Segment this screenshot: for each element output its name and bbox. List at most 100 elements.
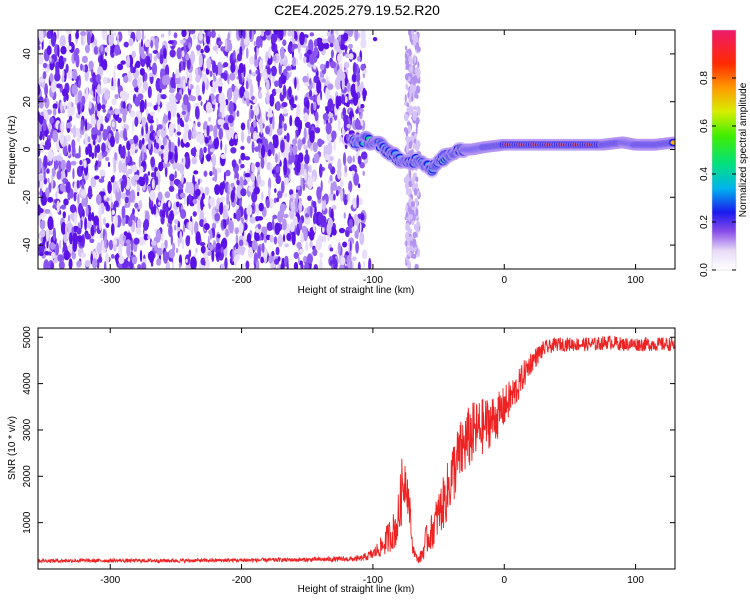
noise-blob bbox=[283, 30, 287, 37]
noise-blob bbox=[347, 155, 353, 164]
noise-blob bbox=[69, 214, 74, 219]
noise-blob bbox=[256, 232, 260, 242]
noise-blob bbox=[141, 137, 145, 145]
noise-blob bbox=[43, 259, 50, 269]
snr-axes: -300 -200 -100 0 100 1000 2000 3000 4000 5000 bbox=[22, 326, 675, 586]
noise-blob bbox=[59, 239, 62, 250]
noise-blob bbox=[68, 258, 73, 269]
noise-blob bbox=[93, 86, 96, 99]
noise-blob bbox=[52, 227, 57, 242]
noise-blob bbox=[229, 72, 236, 81]
noise-blob bbox=[243, 231, 247, 245]
noise-blob bbox=[302, 255, 307, 263]
noise-blob bbox=[300, 232, 305, 244]
noise-blob bbox=[155, 117, 159, 127]
noise-blob bbox=[304, 153, 310, 165]
noise-blob bbox=[265, 79, 270, 92]
noise-blob bbox=[280, 203, 287, 212]
noise-blob bbox=[138, 178, 146, 187]
noise-blob bbox=[335, 190, 339, 197]
noise-blob bbox=[198, 53, 203, 68]
noise-blob bbox=[329, 174, 333, 182]
noise-blob bbox=[179, 39, 186, 44]
noise-blob bbox=[232, 245, 235, 258]
noise-blob bbox=[309, 95, 315, 101]
noise-blob bbox=[149, 190, 156, 201]
noise-blob bbox=[356, 124, 363, 130]
spectrogram-plot-area bbox=[31, 30, 675, 269]
noise-blob bbox=[55, 66, 60, 79]
noise-blob bbox=[174, 77, 180, 85]
noise-blob bbox=[61, 75, 65, 83]
noise-blob bbox=[298, 200, 303, 213]
noise-blob bbox=[238, 222, 244, 235]
noise-blob bbox=[363, 30, 366, 42]
noise-blob bbox=[282, 69, 288, 76]
noise-blob bbox=[59, 34, 66, 48]
noise-blob bbox=[413, 138, 417, 144]
noise-blob bbox=[174, 224, 177, 231]
x-tick-label: -200 bbox=[232, 575, 252, 586]
x-tick-label: -100 bbox=[363, 275, 383, 286]
noise-blob bbox=[75, 31, 79, 40]
noise-blob bbox=[76, 260, 82, 268]
noise-blob bbox=[95, 160, 98, 167]
noise-blob bbox=[231, 159, 237, 168]
noise-blob bbox=[73, 191, 77, 202]
x-tick-label: -200 bbox=[232, 275, 252, 286]
noise-blob bbox=[356, 194, 360, 209]
noise-blob bbox=[256, 259, 260, 269]
noise-blob bbox=[211, 60, 217, 74]
noise-blob bbox=[185, 53, 190, 61]
noise-blob bbox=[71, 139, 76, 150]
noise-blob bbox=[168, 30, 171, 37]
y-tick-label: -20 bbox=[22, 190, 33, 205]
noise-blob bbox=[98, 178, 105, 183]
noise-blob bbox=[174, 170, 177, 179]
noise-blob bbox=[65, 30, 72, 35]
noise-blob bbox=[211, 222, 217, 230]
noise-blob bbox=[213, 75, 217, 82]
noise-blob bbox=[324, 153, 330, 161]
noise-blob bbox=[354, 168, 358, 173]
noise-blob bbox=[296, 185, 301, 191]
noise-blob bbox=[43, 98, 47, 103]
x-tick-label: 0 bbox=[501, 575, 507, 586]
noise-blob bbox=[303, 168, 307, 181]
noise-blob bbox=[168, 185, 175, 192]
noise-blob bbox=[230, 147, 237, 154]
noise-blob bbox=[86, 220, 92, 229]
noise-blob bbox=[368, 257, 372, 269]
noise-blob bbox=[226, 88, 233, 101]
noise-blob bbox=[56, 200, 60, 213]
noise-blob bbox=[56, 186, 59, 195]
noise-blob bbox=[330, 33, 335, 44]
noise-blob bbox=[195, 231, 201, 245]
noise-blob bbox=[51, 174, 54, 189]
noise-blob bbox=[114, 108, 120, 115]
noise-blob bbox=[267, 149, 272, 157]
noise-blob bbox=[408, 236, 413, 241]
noise-blob bbox=[63, 101, 66, 111]
noise-blob bbox=[185, 181, 190, 192]
noise-blob bbox=[195, 84, 200, 98]
noise-blob bbox=[238, 76, 243, 85]
noise-blob bbox=[71, 102, 74, 108]
noise-blob bbox=[279, 161, 282, 167]
noise-blob bbox=[139, 249, 143, 262]
noise-blob bbox=[412, 112, 418, 121]
noise-blob bbox=[246, 135, 252, 144]
noise-blob bbox=[258, 202, 264, 212]
noise-blob bbox=[348, 99, 354, 104]
noise-blob bbox=[118, 243, 123, 258]
noise-blob bbox=[347, 30, 354, 37]
noise-blob bbox=[200, 48, 204, 54]
noise-blob bbox=[352, 155, 355, 163]
noise-blob bbox=[415, 85, 421, 94]
noise-blob bbox=[313, 46, 319, 57]
noise-blob bbox=[327, 217, 333, 229]
noise-blob bbox=[288, 86, 292, 98]
noise-blob bbox=[353, 213, 359, 226]
noise-blob bbox=[126, 92, 130, 99]
noise-blob bbox=[31, 31, 36, 43]
